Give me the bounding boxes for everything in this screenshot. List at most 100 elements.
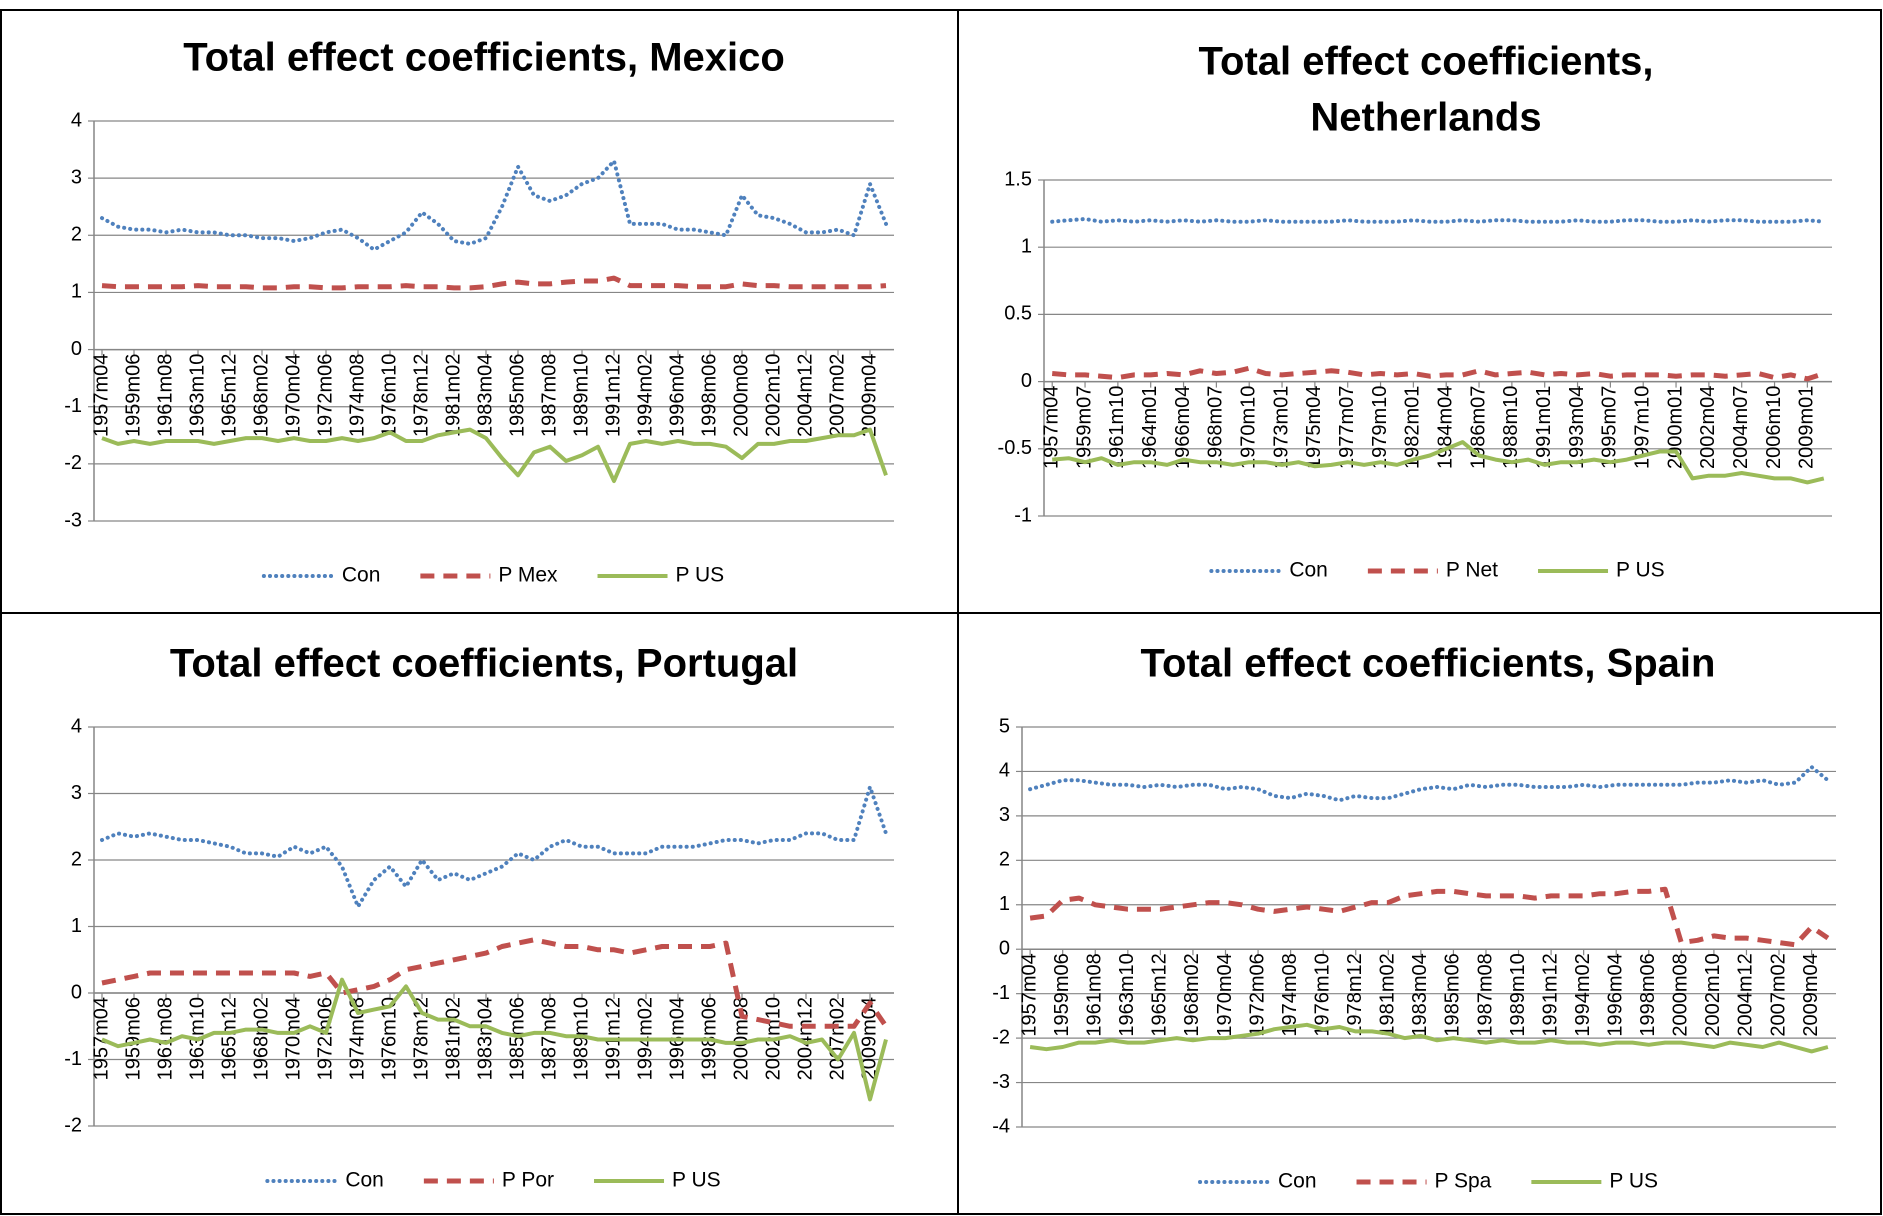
legend-label: P US <box>676 564 725 587</box>
series-line <box>100 159 888 252</box>
x-tick-label: 1961m10 <box>1106 386 1128 469</box>
x-tick-label: 1959m06 <box>122 354 144 437</box>
x-tick-label: 1978m12 <box>410 997 432 1080</box>
x-tick-label: 1970m04 <box>1214 953 1236 1036</box>
x-tick-label: 1970m04 <box>282 354 304 437</box>
x-tick-label: 1963m10 <box>186 354 208 437</box>
x-tick-label: 1978m12 <box>1344 953 1366 1036</box>
series-line <box>100 784 888 909</box>
legend-label: P Spa <box>1435 1170 1492 1193</box>
x-tick-label: 1988m10 <box>1500 386 1522 469</box>
y-tick-label: -4 <box>992 1115 1010 1137</box>
x-tick-label: 1957m04 <box>90 354 112 437</box>
x-tick-label: 2002m10 <box>762 354 784 437</box>
chart-title: Total effect coefficients, Spain <box>1141 642 1716 686</box>
y-tick-label: 4 <box>71 109 82 131</box>
x-tick-label: 2004m12 <box>794 997 816 1080</box>
x-tick-label: 1996m04 <box>1605 953 1627 1036</box>
x-tick-label: 1977m07 <box>1336 386 1358 469</box>
x-tick-label: 1965m12 <box>1149 953 1171 1036</box>
x-tick-label: 1968m02 <box>250 354 272 437</box>
x-tick-label: 1995m07 <box>1599 386 1621 469</box>
y-tick-label: 4 <box>999 760 1010 782</box>
x-tick-label: 1959m06 <box>1051 953 1073 1036</box>
x-tick-label: 1987m08 <box>538 997 560 1080</box>
series-line <box>101 427 888 483</box>
y-tick-label: 0 <box>71 981 82 1003</box>
legend-label: Con <box>1289 559 1328 582</box>
x-tick-label: 1965m12 <box>218 354 240 437</box>
y-tick-label: 0 <box>71 338 82 360</box>
y-tick-label: 1 <box>71 281 82 303</box>
series-line <box>101 977 888 1102</box>
x-tick-label: 1981m02 <box>442 354 464 437</box>
series-line <box>1051 365 1825 382</box>
y-tick-label: 2 <box>999 849 1010 871</box>
x-tick-label: 1974m08 <box>346 997 368 1080</box>
x-tick-label: 1965m12 <box>218 997 240 1080</box>
legend: Con P Net P US <box>1209 559 1665 582</box>
x-tick-label: 1983m04 <box>474 997 496 1080</box>
x-tick-label: 1985m06 <box>506 997 528 1080</box>
legend: Con P Spa P US <box>1198 1170 1658 1193</box>
x-tick-label: 1979m10 <box>1369 386 1391 469</box>
x-tick-label: 1991m12 <box>1539 953 1561 1036</box>
y-tick-label: -2 <box>64 452 82 474</box>
y-tick-label: 0 <box>999 938 1010 960</box>
x-tick-label: 1987m08 <box>538 354 560 437</box>
x-tick-label: 2002m04 <box>1697 386 1719 469</box>
x-tick-label: 2004m07 <box>1730 386 1752 469</box>
series-line <box>1029 886 1830 948</box>
x-tick-label: 1983m04 <box>474 354 496 437</box>
x-tick-label: 1998m06 <box>698 354 720 437</box>
x-tick-label: 1970m04 <box>282 997 304 1080</box>
legend: Con P Mex P US <box>261 564 725 587</box>
chart-title: Netherlands <box>1310 96 1541 140</box>
x-tick-label: 1987m08 <box>1474 953 1496 1036</box>
chart-title: Total effect coefficients, Portugal <box>170 642 798 686</box>
x-tick-label: 1959m07 <box>1073 386 1095 469</box>
x-tick-label: 2007m02 <box>1767 953 1789 1036</box>
y-tick-label: 0 <box>1021 370 1032 392</box>
y-tick-label: -1 <box>64 1048 82 1070</box>
y-tick-label: 3 <box>71 782 82 804</box>
chart-title: Total effect coefficients, <box>1199 40 1654 84</box>
x-tick-label: 1957m04 <box>1018 953 1040 1036</box>
x-tick-label: 1996m04 <box>666 354 688 437</box>
legend-label: Con <box>342 564 381 587</box>
x-tick-label: 1978m12 <box>410 354 432 437</box>
x-tick-label: 2009m04 <box>858 997 880 1080</box>
y-tick-label: -1 <box>992 982 1010 1004</box>
series-line <box>1029 1022 1829 1054</box>
y-tick-label: -3 <box>64 509 82 531</box>
x-tick-label: 2006m10 <box>1763 386 1785 469</box>
x-tick-label: 1970m10 <box>1237 386 1259 469</box>
legend-label: Con <box>1278 1170 1317 1193</box>
x-tick-label: 1974m08 <box>346 354 368 437</box>
x-tick-label: 1985m06 <box>1442 953 1464 1036</box>
x-tick-label: 1973m01 <box>1270 386 1292 469</box>
legend-label: P US <box>1609 1170 1658 1193</box>
x-tick-label: 1981m02 <box>1377 953 1399 1036</box>
x-tick-label: 1985m06 <box>506 354 528 437</box>
x-tick-label: 2009m01 <box>1796 386 1818 469</box>
x-tick-label: 1982m01 <box>1402 386 1424 469</box>
y-tick-label: 1 <box>999 893 1010 915</box>
x-tick-label: 2000m08 <box>1670 953 1692 1036</box>
series-line <box>101 275 887 291</box>
series-line <box>1050 217 1826 224</box>
y-tick-label: -0.5 <box>998 437 1032 459</box>
y-tick-label: 5 <box>999 715 1010 737</box>
y-tick-label: -3 <box>992 1071 1010 1093</box>
x-tick-label: 1974m08 <box>1279 953 1301 1036</box>
x-tick-label: 1975m04 <box>1303 386 1325 469</box>
legend: Con P Por P US <box>265 1169 721 1192</box>
x-tick-label: 1976m10 <box>1311 953 1333 1036</box>
x-tick-label: 1989m10 <box>570 354 592 437</box>
x-tick-label: 1959m06 <box>122 997 144 1080</box>
x-tick-label: 1972m06 <box>1246 953 1268 1036</box>
x-tick-label: 1994m02 <box>634 354 656 437</box>
x-tick-label: 1991m12 <box>602 354 624 437</box>
